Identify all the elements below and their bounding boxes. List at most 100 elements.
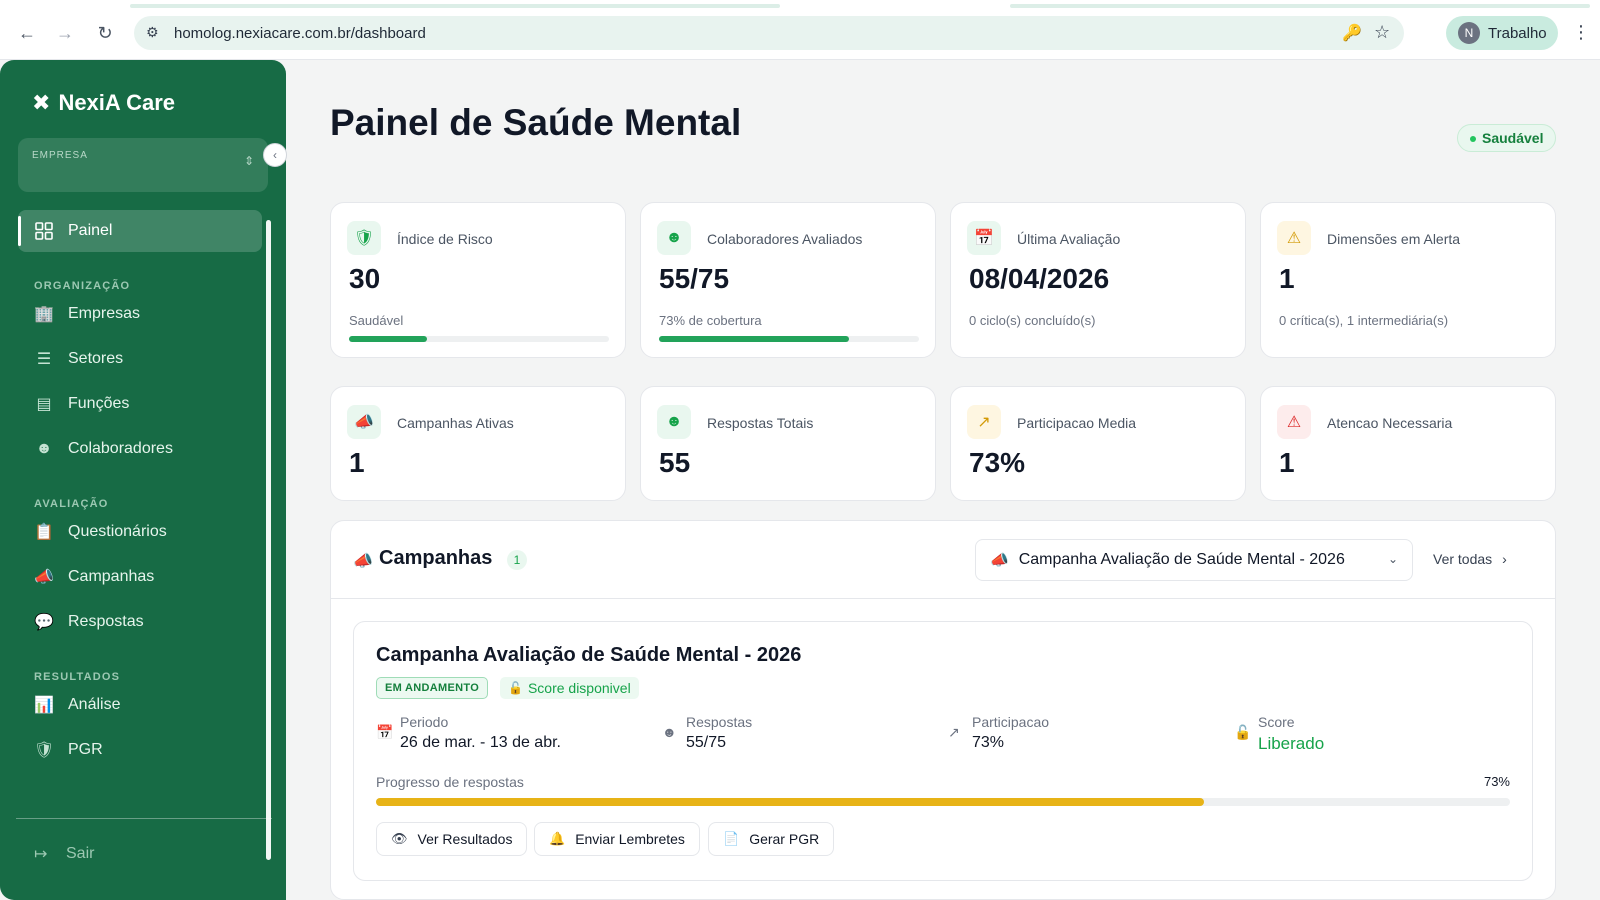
sidebar-item-questionarios[interactable]: 📋 Questionários [18,511,262,553]
logo-icon: ✖ [32,90,51,115]
sidebar-item-painel[interactable]: Painel [18,210,262,252]
stat-label: Dimensões em Alerta [1327,231,1461,247]
trending-up-icon: ↗ [967,405,1001,439]
site-settings-icon[interactable]: ⚙ [146,24,159,40]
sidebar-item-label: Análise [68,696,121,713]
progress-label: Progresso de respostas [376,774,524,790]
campaign-card: Campanha Avaliação de Saúde Mental - 202… [353,621,1533,881]
stat-value: 08/04/2026 [969,263,1110,294]
campaigns-title: Campanhas [379,547,493,569]
campaign-title: Campanha Avaliação de Saúde Mental - 202… [376,644,802,666]
stat-label: Atencao Necessaria [1327,415,1453,431]
megaphone-icon: 📣 [347,405,381,439]
briefcase-icon: ▤ [36,396,52,413]
message-icon: 💬 [34,614,54,631]
users-icon: ☻ [35,440,53,457]
logout-icon: ↦ [34,846,48,863]
profile-button[interactable]: N Trabalho [1446,16,1558,50]
collapse-sidebar-button[interactable]: ‹ [263,143,287,167]
users-icon: ☻ [657,405,691,439]
alert-triangle-icon: ⚠ [1277,405,1311,439]
stat-card-campanhas-ativas: 📣 Campanhas Ativas 1 [330,386,626,501]
bell-icon: 🔔 [549,831,566,846]
button-label: Gerar PGR [749,831,820,847]
ver-resultados-button[interactable]: 👁 Ver Resultados [376,822,528,856]
stat-card-atencao-necessaria: ⚠ Atencao Necessaria 1 [1260,386,1556,501]
stat-value: 1 [1279,447,1295,478]
sidebar-item-label: Funções [68,395,130,412]
enviar-lembretes-button[interactable]: 🔔 Enviar Lembretes [534,822,700,856]
sidebar-item-label: Painel [68,222,113,239]
bookmark-star-icon[interactable]: ☆ [1374,22,1391,42]
eye-icon: 👁 [391,831,408,846]
campaign-select-value: Campanha Avaliação de Saúde Mental - 202… [1018,551,1345,568]
hierarchy-icon: ☰ [36,351,52,368]
megaphone-icon: 📣 [34,569,54,586]
campaigns-count-badge: 1 [507,550,527,570]
section-organizacao: ORGANIZAÇÃO [34,280,131,292]
panel-divider [331,598,1555,599]
stat-label: Campanhas Ativas [397,415,514,431]
sidebar-item-pgr[interactable]: 🛡 PGR [18,729,262,771]
sidebar-item-label: Colaboradores [68,440,173,457]
stat-value: 73% [972,734,1005,751]
stat-card-dimensoes-alerta: ⚠ Dimensões em Alerta 1 0 crítica(s), 1 … [1260,202,1556,358]
browser-toolbar: ← → ↻ ⚙ homolog.nexiacare.com.br/dashboa… [0,0,1600,60]
progress-percent: 73% [1483,774,1510,789]
stat-card-participacao-media: ↗ Participacao Media 73% [950,386,1246,501]
sidebar-item-label: Setores [68,350,124,367]
stat-sub: Saudável [349,313,404,328]
sidebar-item-funcoes[interactable]: ▤ Funções [18,383,262,425]
forward-icon[interactable]: → [56,22,74,43]
sidebar-divider [16,818,272,819]
campaign-select[interactable]: 📣 Campanha Avaliação de Saúde Mental - 2… [975,539,1413,581]
progress-fill [659,336,849,342]
stat-sub: 0 ciclo(s) concluído(s) [969,313,1096,328]
shield-icon: 🛡 [347,221,381,255]
chevron-right-icon: › [1502,551,1507,567]
sidebar-item-analise[interactable]: 📊 Análise [18,684,262,726]
address-bar[interactable]: ⚙ homolog.nexiacare.com.br/dashboard 🔑 ☆ [134,16,1404,50]
gerar-pgr-button[interactable]: 📄 Gerar PGR [708,822,835,856]
brand-logo[interactable]: ✖ NexiA Care [32,90,175,116]
stat-value: 55 [659,447,691,478]
url-text[interactable]: homolog.nexiacare.com.br/dashboard [174,25,426,42]
sidebar-item-empresas[interactable]: 🏢 Empresas [18,293,262,335]
score-badge: 🔓 Score disponivel [500,677,639,699]
stat-label: Respostas [686,714,753,730]
stat-value: 30 [349,263,381,294]
status-badge: Saudável [1457,124,1557,152]
sidebar-item-colaboradores[interactable]: ☻ Colaboradores [18,428,262,470]
sidebar-item-label: Campanhas [68,568,155,585]
campaigns-panel: 📣 Campanhas 1 📣 Campanha Avaliação de Sa… [330,520,1556,900]
button-label: Enviar Lembretes [575,831,685,847]
sidebar-item-campanhas[interactable]: 📣 Campanhas [18,556,262,598]
sidebar-item-setores[interactable]: ☰ Setores [18,338,262,380]
reload-icon[interactable]: ↻ [97,22,113,43]
stat-label: Participacao Media [1017,415,1137,431]
unlock-icon: 🔓 [508,681,523,695]
chevron-down-icon: ⌄ [1387,552,1398,566]
bar-chart-icon: 📊 [34,697,54,714]
view-all-link[interactable]: Ver todas › [1433,551,1507,567]
logout-button[interactable]: ↦ Sair [34,844,94,864]
stat-card-colaboradores: ☻ Colaboradores Avaliados 55/75 73% de c… [640,202,936,358]
key-icon[interactable]: 🔑 [1342,25,1362,42]
stat-label: Periodo [400,714,449,730]
sidebar-item-label: Respostas [68,613,144,630]
score-badge-label: Score disponivel [527,680,631,696]
stat-card-indice-risco: 🛡 Índice de Risco 30 Saudável [330,202,626,358]
back-icon[interactable]: ← [18,22,36,43]
empresa-select[interactable]: EMPRESA ⇕ [18,138,268,192]
unlock-icon: 🔓 [1234,724,1252,740]
sidebar-item-respostas[interactable]: 💬 Respostas [18,601,262,643]
tab-indicator [130,4,780,8]
chevron-updown-icon: ⇕ [243,154,254,168]
warning-icon: ⚠ [1277,221,1311,255]
grid-icon [34,221,54,241]
calendar-icon: 📅 [967,221,1001,255]
stat-value: 26 de mar. - 13 de abr. [400,734,561,751]
more-menu-icon[interactable]: ⋮ [1572,22,1590,42]
sidebar-scrollbar[interactable] [266,220,271,860]
logout-label: Sair [66,845,95,862]
